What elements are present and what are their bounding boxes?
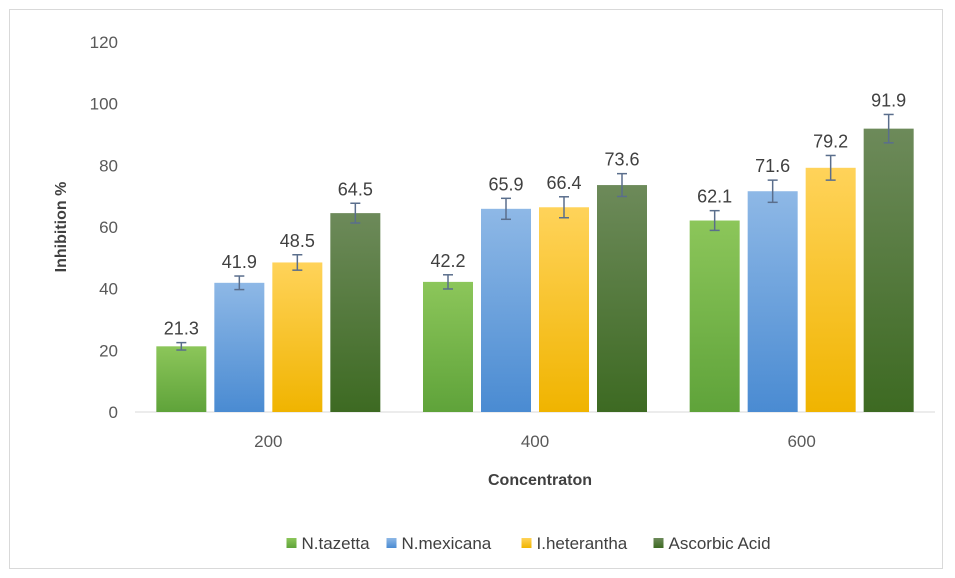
bar: [597, 185, 647, 412]
y-tick-label: 20: [99, 341, 118, 360]
legend-label: N.tazetta: [302, 534, 371, 553]
y-tick-label: 40: [99, 280, 118, 299]
bar: [805, 167, 856, 412]
x-tick-label: 400: [521, 432, 549, 451]
x-axis-title: Concentraton: [488, 472, 592, 489]
legend-label: Ascorbic Acid: [669, 534, 771, 553]
data-label: 91.9: [871, 90, 906, 110]
x-tick-label: 600: [787, 432, 815, 451]
x-axis-ticks: 200 400 600: [254, 432, 816, 451]
legend-label: I.heterantha: [537, 534, 628, 553]
y-tick-label: 60: [99, 218, 118, 237]
legend-swatch: [653, 538, 664, 548]
data-label: 71.6: [755, 156, 790, 176]
legend-label: N.mexicana: [402, 534, 492, 553]
data-label: 64.5: [338, 179, 373, 199]
bar: [423, 281, 473, 412]
data-label: 79.2: [813, 131, 848, 151]
y-tick-label: 80: [99, 156, 118, 175]
bar: [272, 262, 323, 412]
data-label: 62.1: [697, 187, 732, 207]
y-tick-label: 100: [90, 95, 118, 114]
bar: [539, 207, 589, 412]
bar: [214, 282, 265, 412]
y-tick-label: 0: [109, 403, 118, 422]
legend-swatch: [521, 538, 532, 548]
y-axis-ticks: 0 20 40 60 80 100 120: [90, 33, 118, 422]
bar: [747, 191, 798, 412]
x-tick-label: 200: [254, 432, 282, 451]
data-label: 73.6: [604, 150, 639, 170]
data-label: 65.9: [488, 174, 523, 194]
bar: [156, 346, 207, 412]
data-label: 41.9: [222, 252, 257, 272]
bars: 21.3 41.9 48.5 64.5 42.2 65.9 66.4 73.6 62.1 71.6…: [156, 90, 914, 412]
bar: [863, 128, 914, 412]
bar: [689, 220, 740, 412]
y-tick-label: 120: [90, 33, 118, 52]
y-axis-title: Inhibition %: [53, 182, 70, 273]
data-label: 42.2: [430, 251, 465, 271]
legend: N.tazetta N.mexicana I.heterantha Ascorbic …: [286, 534, 771, 553]
bar: [330, 213, 381, 412]
legend-swatch: [386, 538, 397, 548]
legend-swatch: [286, 538, 297, 548]
bar: [481, 208, 531, 412]
data-label: 48.5: [280, 231, 315, 251]
data-label: 66.4: [546, 173, 581, 193]
data-label: 21.3: [164, 319, 199, 339]
